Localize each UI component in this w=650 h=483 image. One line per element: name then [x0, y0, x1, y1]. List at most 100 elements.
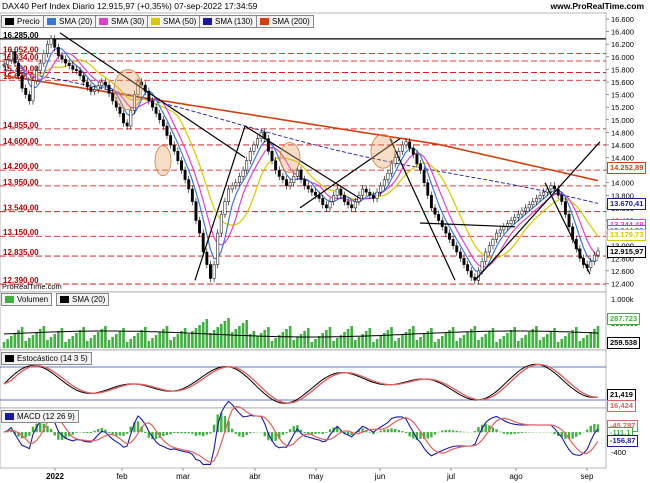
candle-body — [248, 150, 252, 161]
highlight-ellipse — [370, 133, 396, 169]
level-label: 15.750,00 — [3, 65, 39, 74]
volume-bar — [430, 328, 433, 348]
level-label: 15.934,00 — [3, 53, 39, 62]
volume-bar — [506, 333, 509, 348]
price-tick-label: 15.200 — [611, 103, 634, 112]
volume-legend-item: Volumen — [1, 293, 53, 306]
level-label: 12.390,00 — [3, 276, 39, 285]
volume-bar — [404, 332, 408, 348]
price-tick-label: 14.000 — [611, 179, 634, 188]
macd-hist-bar — [274, 432, 277, 441]
volume-bar — [238, 326, 241, 348]
macd-hist-bar — [136, 421, 140, 433]
macd-hist-bar — [484, 423, 487, 433]
macd-hist-bar — [10, 430, 13, 433]
price-tick-label: 15.000 — [611, 116, 634, 125]
macd-hist-bar — [575, 432, 578, 437]
trendline — [474, 141, 601, 281]
price-tick-label: 14.400 — [611, 154, 634, 163]
macd-hist-bar — [187, 432, 190, 434]
candle-body — [53, 38, 57, 48]
volume-bar — [82, 327, 85, 348]
macd-hist-bar — [397, 430, 400, 433]
volume-bar — [28, 338, 31, 348]
volume-sma-line — [3, 330, 599, 338]
candle-body — [198, 220, 202, 234]
volume-bar — [31, 335, 35, 348]
value-tag: 16,424 — [607, 400, 636, 412]
volume-bar — [531, 329, 535, 348]
price-legend-item: SMA (30) — [95, 15, 149, 28]
volume-bar — [574, 327, 578, 348]
macd-hist-bar — [238, 432, 241, 437]
legend-swatch — [5, 18, 14, 25]
macd-hist-bar — [234, 432, 238, 434]
candle-body — [285, 179, 288, 187]
volume-bar — [248, 334, 252, 348]
price-tick-label: 16.400 — [611, 28, 634, 37]
volume-bar — [78, 330, 82, 348]
volume-bar — [122, 328, 125, 348]
legend-label: SMA (20) — [72, 295, 106, 304]
time-tick-label: may — [308, 472, 323, 481]
macd-hist-bar — [223, 416, 227, 433]
macd-swatch — [5, 413, 14, 420]
volume-bar — [9, 336, 13, 348]
trendline — [59, 32, 246, 159]
macd-hist-bar — [593, 423, 596, 433]
candle-body — [216, 232, 220, 265]
macd-hist-bar — [28, 432, 31, 436]
macd-hist-bar — [230, 428, 234, 433]
volume-bar — [140, 330, 143, 348]
macd-hist-bar — [6, 431, 9, 433]
macd-hist-bar — [401, 431, 404, 433]
macd-hist-bar — [140, 426, 143, 433]
macd-hist-bar — [386, 429, 390, 433]
macd-hist-bar — [393, 429, 397, 433]
macd-hist-bar — [144, 432, 147, 434]
volume-bar — [459, 338, 462, 348]
volume-bar — [227, 318, 230, 348]
price-legend-item: SMA (50) — [147, 15, 201, 28]
volume-bar — [426, 331, 430, 348]
value-tag: 14.252,89 — [607, 161, 647, 174]
price-legend-item: SMA (130) — [199, 15, 257, 28]
candle-body — [491, 239, 495, 246]
candle-body — [404, 141, 408, 146]
macd-hist-bar — [317, 432, 321, 434]
candle-body — [516, 213, 520, 218]
value-tag: 13.179,73 — [607, 229, 647, 242]
stochastic-swatch — [5, 355, 14, 362]
volume-bar — [270, 341, 274, 348]
macd-hist-bar — [151, 432, 154, 440]
macd-hist-bar — [227, 421, 230, 433]
candle-body — [538, 195, 542, 199]
macd-hist-bar — [57, 432, 60, 440]
candle-body — [194, 201, 198, 221]
macd-hist-bar — [336, 426, 339, 433]
macd-hist-bar — [263, 432, 266, 437]
volume-bar — [321, 333, 325, 348]
candle-body — [31, 80, 35, 102]
volume-bar — [256, 336, 259, 348]
candle-body — [509, 220, 513, 224]
macd-hist-bar — [499, 431, 502, 433]
macd-hist-bar — [379, 430, 382, 433]
macd-hist-bar — [361, 428, 364, 433]
legend-swatch — [260, 18, 269, 25]
candle-body — [9, 51, 13, 61]
candle-body — [27, 94, 31, 102]
candle-body — [103, 81, 107, 86]
macd-hist-bar — [285, 432, 288, 434]
volume-bar — [111, 337, 114, 348]
macd-hist-bar — [368, 432, 372, 433]
candle-body — [531, 201, 535, 206]
volume-bar — [560, 339, 564, 348]
macd-hist-bar — [267, 432, 270, 441]
volume-bar — [133, 336, 136, 348]
highlight-ellipse — [154, 145, 172, 177]
volume-bar — [411, 326, 415, 348]
volume-bar — [67, 339, 71, 348]
volume-bar — [513, 327, 516, 348]
